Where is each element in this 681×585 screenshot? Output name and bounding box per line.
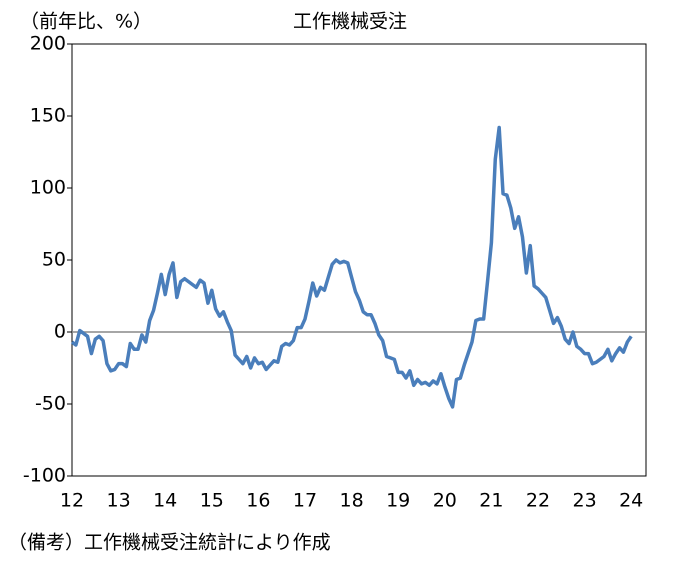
plot-frame [71,43,647,477]
y-tick-label: -50 [35,393,66,415]
y-tick-label: 150 [30,105,66,127]
x-tick-label: 20 [433,490,457,512]
x-tick-label: 13 [107,490,131,512]
x-tick-label: 17 [293,490,317,512]
x-tick-label: 24 [619,490,643,512]
x-tick-label: 15 [200,490,224,512]
note: （備考）工作機械受注統計により作成 [8,532,331,554]
y-tick-label: -100 [23,465,66,487]
x-tick-label: 22 [526,490,550,512]
data-line [70,125,633,409]
y-tick-label: 0 [54,321,66,343]
x-tick-label: 14 [153,490,177,512]
y-tick-label: 100 [30,177,66,199]
y-tick-label: 50 [42,249,66,271]
x-tick-label: 16 [246,490,270,512]
x-tick-label: 18 [340,490,364,512]
x-tick-label: 12 [60,490,84,512]
x-tick-label: 21 [479,490,503,512]
y-tick-label: 200 [30,33,66,55]
x-tick-label: 19 [386,490,410,512]
x-tick-label: 23 [573,490,597,512]
chart-title: 工作機械受注 [293,11,407,33]
y-axis-unit: （前年比、%） [20,11,152,33]
